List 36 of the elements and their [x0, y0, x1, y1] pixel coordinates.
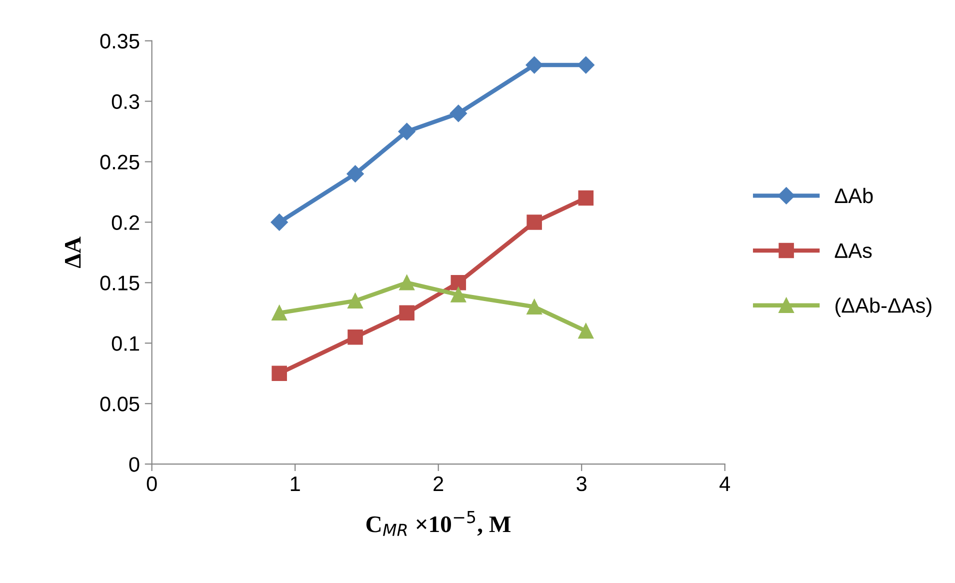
point	[270, 214, 288, 231]
y-tick-label: 0.1	[112, 336, 140, 351]
point	[578, 323, 594, 339]
point	[272, 366, 287, 382]
legend-label: ΔAs	[834, 243, 872, 258]
point	[577, 56, 594, 74]
point	[399, 305, 414, 321]
point	[346, 165, 364, 182]
point	[450, 104, 467, 122]
y-tick-label: 0.05	[100, 396, 140, 412]
point	[399, 275, 414, 290]
point	[450, 287, 466, 302]
y-tick-label: 0.15	[100, 276, 140, 290]
point	[348, 293, 363, 308]
x-axis-title: C$_{MR}$ ×10$^{−5}$, M	[366, 510, 511, 536]
y-tick-label: 0	[129, 457, 140, 472]
point	[526, 299, 542, 314]
point	[398, 122, 416, 140]
y-tick-label: 0.3	[112, 94, 140, 110]
x-tick-label: 2	[434, 476, 444, 491]
x-tick-label: 0	[146, 476, 157, 492]
y-tick-label: 0.25	[100, 154, 140, 170]
y-tick-label: 0.2	[112, 215, 139, 230]
legend-label: (ΔAb-ΔAs)	[836, 298, 932, 317]
y-axis-title: ΔA	[64, 236, 81, 268]
point	[526, 214, 542, 230]
point	[526, 56, 543, 74]
point	[450, 275, 466, 290]
y-tick-label: 0.35	[100, 34, 140, 49]
x-tick-label: 1	[290, 476, 300, 491]
x-tick-label: 4	[720, 476, 730, 491]
legend-label: ΔAb	[834, 188, 873, 204]
point	[578, 190, 594, 206]
x-tick-label: 3	[576, 476, 586, 492]
point	[348, 329, 363, 345]
point	[272, 305, 287, 321]
